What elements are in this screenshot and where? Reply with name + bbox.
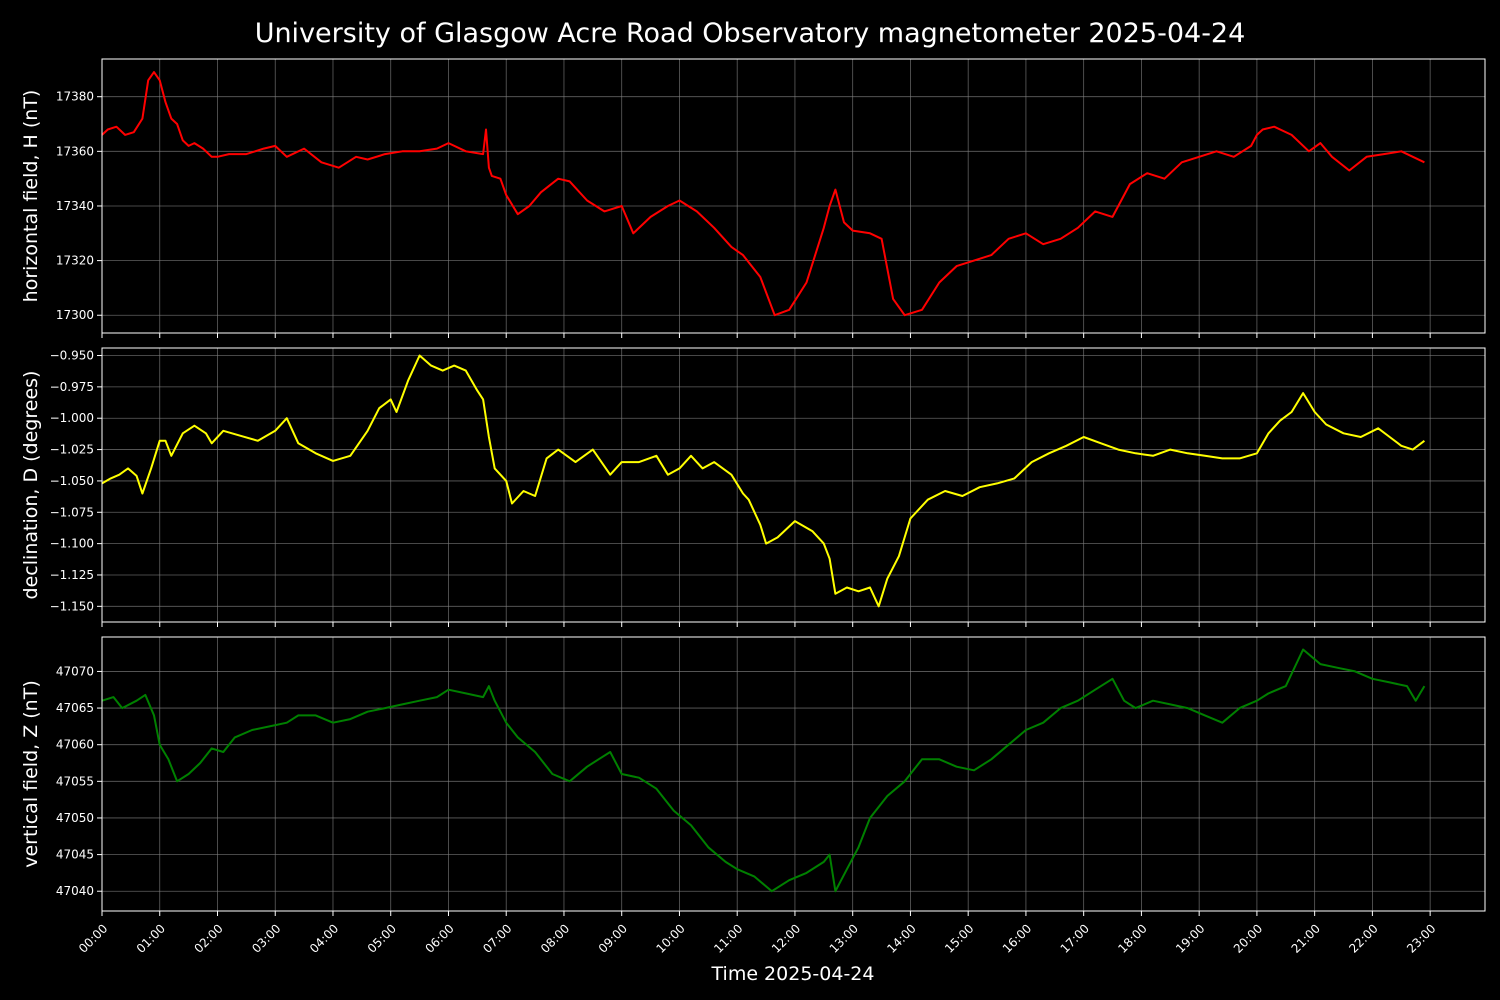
y-axis-label: vertical field, Z (nT) [20,680,42,868]
panel-1: 17300 17320 17340 17360 17380 horizontal fiel… [20,58,1486,338]
y-axis-label: declination, D (degrees) [20,371,42,600]
y-tick-label: 17380 [56,90,94,104]
y-tick-label: 47065 [56,701,94,715]
y-tick-label: −0.950 [50,349,94,363]
series-line-2 [101,354,1426,608]
y-tick-label: −1.025 [50,443,94,457]
plot-frame [101,347,1486,623]
y-tick-label: −1.125 [50,568,94,582]
y-tick-label: 47040 [56,884,94,898]
y-tick-label: 47045 [56,848,94,862]
y-tick-label: 47055 [56,774,94,788]
y-tick-label: −1.050 [50,474,94,488]
y-tick-label: 17300 [56,308,94,322]
chart-title: University of Glasgow Acre Road Observat… [255,18,1246,49]
y-tick-label: −1.150 [50,599,94,613]
y-tick-label: 47050 [56,811,94,825]
x-axis-label: Time 2025-04-24 [711,963,875,985]
y-tick-label: −1.000 [50,411,94,425]
y-tick-label: −1.100 [50,537,94,551]
plot-frame [101,58,1486,334]
y-tick-label: 47060 [56,738,94,752]
y-tick-label: 17360 [56,144,94,158]
panel-2: −1.150 −1.125 −1.100 −1.075 −1.050 −1.025 −1.0… [20,347,1486,627]
y-tick-label: 17340 [56,199,94,213]
y-tick-label: −0.975 [50,380,94,394]
y-tick-label: −1.075 [50,505,94,519]
y-tick-label: 17320 [56,254,94,268]
plot-frame [101,636,1486,912]
series-line-3 [101,648,1426,893]
y-axis-label: horizontal field, H (nT) [20,90,42,303]
y-tick-label: 47070 [56,664,94,678]
series-line-1 [101,71,1425,317]
